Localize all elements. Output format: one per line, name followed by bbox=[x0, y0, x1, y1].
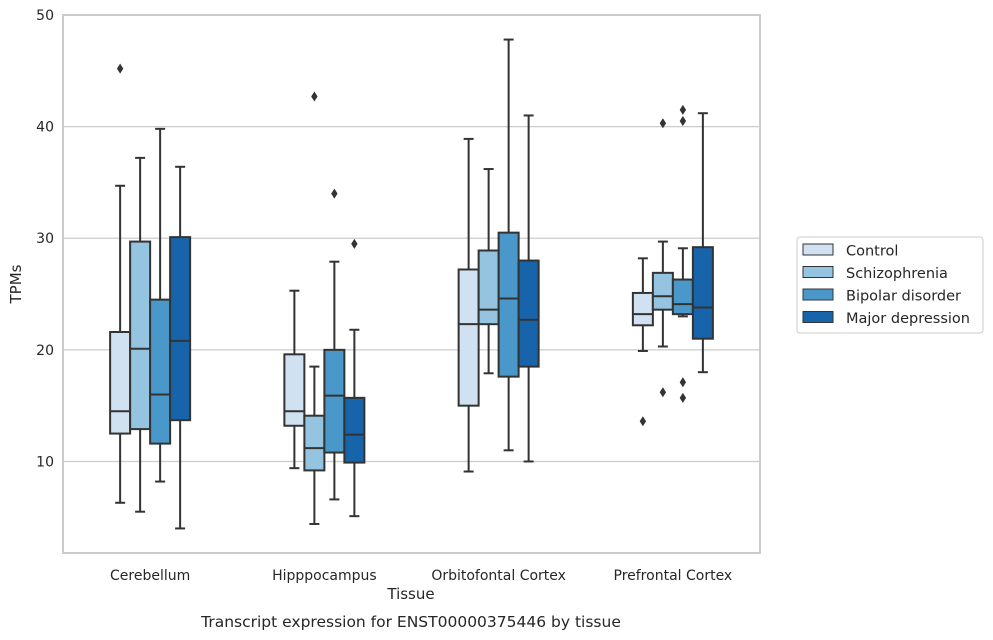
box-group bbox=[323, 188, 346, 501]
x-tick-label: Cerebellum bbox=[110, 568, 190, 584]
x-tick-label: Hipppocampus bbox=[272, 568, 377, 584]
box-group bbox=[497, 38, 520, 452]
legend-swatch bbox=[802, 288, 834, 301]
box-group bbox=[477, 168, 500, 375]
box bbox=[129, 240, 152, 431]
legend-label: Schizophrenia bbox=[846, 266, 948, 282]
box bbox=[671, 278, 694, 316]
outlier-point bbox=[116, 63, 124, 74]
outlier-point bbox=[351, 238, 358, 249]
box bbox=[169, 236, 192, 422]
outlier-point bbox=[639, 416, 647, 427]
y-axis-ticks: 10 20 30 40 50 bbox=[36, 8, 54, 470]
box bbox=[497, 231, 520, 378]
figure-caption: Transcript expression for ENST0000037544… bbox=[200, 613, 621, 631]
outlier-point bbox=[679, 392, 687, 403]
outlier-point bbox=[679, 104, 687, 115]
legend: Control Schizophrenia Bipolar disorder Majo… bbox=[796, 236, 984, 334]
box-group bbox=[343, 238, 366, 518]
legend-label: Bipolar disorder bbox=[846, 289, 961, 305]
box bbox=[651, 271, 674, 311]
y-tick-label: 10 bbox=[36, 454, 54, 470]
box-group bbox=[631, 257, 654, 427]
outlier-point bbox=[331, 188, 338, 199]
x-tick-label: Prefrontal Cortex bbox=[614, 568, 733, 584]
box-group bbox=[303, 91, 326, 525]
box-group bbox=[517, 114, 540, 463]
legend-swatch bbox=[802, 243, 834, 256]
outlier-point bbox=[659, 118, 667, 129]
box bbox=[457, 268, 480, 407]
legend-swatch bbox=[802, 311, 834, 323]
box bbox=[517, 259, 540, 368]
box-group bbox=[651, 118, 674, 398]
box bbox=[343, 396, 366, 464]
y-tick-label: 40 bbox=[36, 120, 54, 136]
x-axis-ticks: Cerebellum Hipppocampus Orbitofontal Corte… bbox=[110, 568, 732, 584]
x-axis-title: Tissue bbox=[386, 585, 434, 603]
legend-swatch bbox=[802, 266, 834, 278]
box bbox=[303, 414, 326, 472]
y-axis-title: TPMs bbox=[7, 264, 25, 304]
box-group bbox=[169, 165, 192, 530]
box-group bbox=[671, 104, 694, 403]
legend-label: Control bbox=[846, 244, 898, 260]
box-group bbox=[129, 156, 152, 513]
box-group bbox=[283, 289, 306, 470]
box bbox=[631, 291, 654, 327]
y-tick-label: 30 bbox=[36, 231, 54, 247]
box bbox=[283, 353, 306, 427]
outlier-point bbox=[311, 91, 318, 102]
box bbox=[323, 348, 346, 454]
box bbox=[109, 330, 132, 435]
outlier-point bbox=[659, 387, 667, 398]
box bbox=[149, 298, 172, 445]
y-tick-label: 20 bbox=[36, 343, 54, 359]
y-tick-label: 50 bbox=[36, 8, 54, 24]
x-tick-label: Orbitofontal Cortex bbox=[431, 568, 566, 584]
legend-label: Major depression bbox=[846, 311, 970, 327]
box-group bbox=[691, 112, 714, 374]
box-group bbox=[109, 63, 132, 504]
outlier-point bbox=[679, 116, 687, 127]
box bbox=[691, 246, 714, 340]
box-plot-series bbox=[109, 38, 714, 530]
legend-frame bbox=[796, 236, 984, 334]
box bbox=[477, 249, 500, 326]
plot-frame bbox=[62, 14, 761, 554]
outlier-point bbox=[679, 377, 687, 388]
box-group bbox=[457, 137, 480, 473]
box-group bbox=[149, 127, 172, 483]
